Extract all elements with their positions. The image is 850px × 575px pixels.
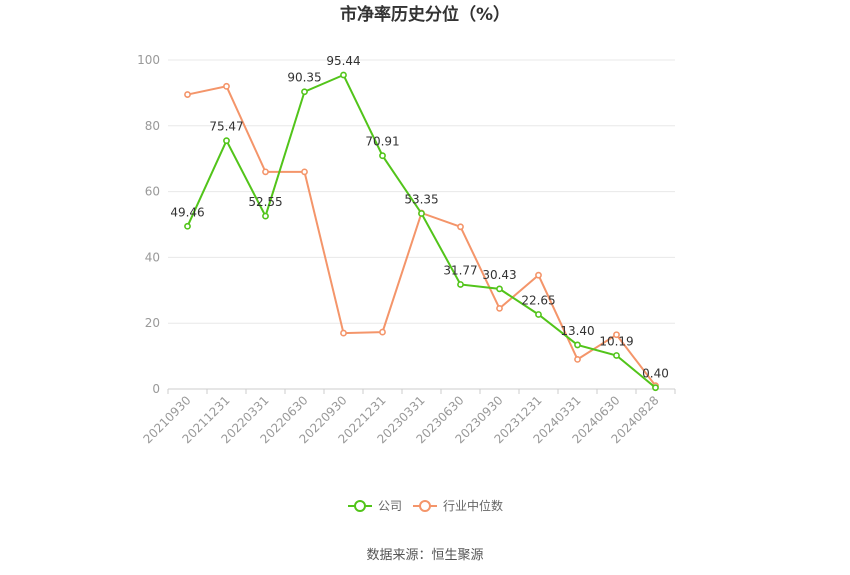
data-label: 0.40	[642, 367, 669, 381]
data-point	[457, 223, 464, 231]
data-point	[340, 71, 347, 79]
legend[interactable]: 公司 行业中位数	[348, 498, 503, 513]
data-label: 31.77	[443, 263, 477, 277]
data-point	[301, 88, 308, 96]
data-point	[223, 137, 230, 145]
data-point	[496, 285, 503, 293]
data-label: 95.44	[326, 54, 360, 68]
data-label: 75.47	[209, 120, 243, 134]
data-label: 90.35	[287, 71, 321, 85]
data-label: 49.46	[170, 205, 204, 219]
y-tick-label: 0	[152, 382, 160, 396]
data-point	[340, 329, 347, 337]
data-point	[301, 168, 308, 176]
data-point	[223, 82, 230, 90]
data-point	[457, 281, 464, 288]
chart-title: 市净率历史分位（%）	[340, 4, 510, 25]
data-label: 53.35	[404, 192, 438, 206]
x-axis: 2021093020211231202203312022063020220930…	[141, 389, 676, 446]
data-point	[535, 271, 542, 279]
data-point	[262, 168, 269, 176]
source-note: 数据来源：恒生聚源	[366, 548, 483, 563]
data-point	[379, 328, 386, 336]
data-point	[652, 384, 659, 392]
y-tick-label: 40	[145, 250, 160, 264]
data-label: 10.19	[599, 334, 633, 348]
data-point	[184, 222, 191, 230]
y-tick-label: 100	[137, 53, 160, 67]
legend-swatch-marker	[354, 500, 366, 512]
data-point	[418, 210, 425, 217]
data-label: 30.43	[482, 268, 516, 282]
legend-label: 行业中位数	[443, 498, 503, 513]
legend-swatch-marker	[419, 500, 431, 512]
data-label: 70.91	[365, 135, 399, 149]
y-tick-label: 60	[145, 185, 160, 199]
series-line	[187, 85, 657, 387]
data-point	[574, 341, 581, 349]
data-point	[184, 91, 191, 98]
data-point	[535, 311, 542, 318]
data-point	[574, 355, 581, 363]
data-label: 22.65	[521, 293, 555, 307]
data-point	[262, 212, 269, 220]
data-label: 13.40	[560, 324, 594, 338]
y-tick-label: 80	[145, 119, 160, 133]
series-lines: 49.46 75.47 52.55 90.35 95.44 70.91 53.35 31.77…	[170, 54, 669, 392]
data-point	[496, 304, 503, 312]
y-axis-ticks: 0 20 40 60 80 100	[137, 53, 160, 396]
data-label: 52.55	[248, 195, 282, 209]
data-point	[613, 352, 620, 359]
series-line	[186, 73, 657, 389]
y-tick-label: 20	[145, 316, 160, 330]
data-point	[379, 152, 386, 160]
data-point	[613, 331, 620, 339]
legend-label: 公司	[378, 499, 402, 513]
